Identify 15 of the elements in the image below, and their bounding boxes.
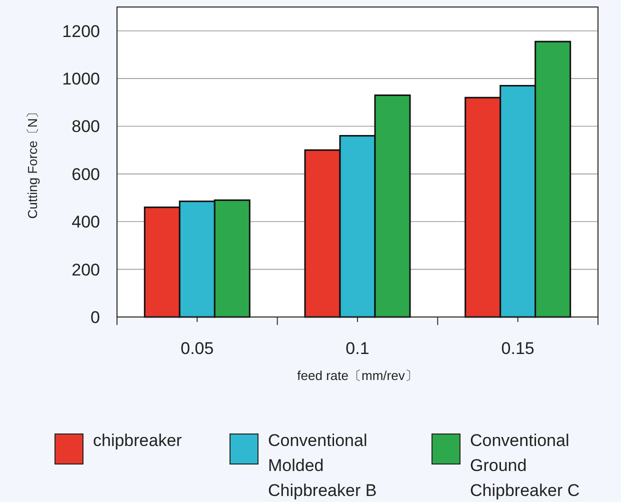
y-tick-label: 1200: [62, 22, 100, 41]
y-tick-label: 800: [72, 117, 100, 136]
legend-label: Conventional Molded Chipbreaker B: [268, 431, 377, 500]
y-tick-label: 400: [72, 212, 100, 232]
legend-label: chipbreaker: [93, 431, 182, 450]
y-tick-label: 0: [90, 308, 100, 327]
x-axis-title: feed rate〔mm/rev〕: [297, 368, 418, 383]
y-axis-title: Cutting Force〔N〕: [25, 105, 40, 219]
y-tick-label: 200: [72, 260, 100, 280]
y-tick-label: 600: [72, 164, 100, 184]
y-tick-label: 1000: [62, 70, 100, 89]
x-tick-label: 0.05: [180, 339, 214, 358]
legend-label: Conventional Ground Chipbreaker C: [470, 431, 580, 500]
x-tick-label: 0.15: [501, 339, 534, 358]
x-tick-label: 0.1: [346, 339, 370, 358]
